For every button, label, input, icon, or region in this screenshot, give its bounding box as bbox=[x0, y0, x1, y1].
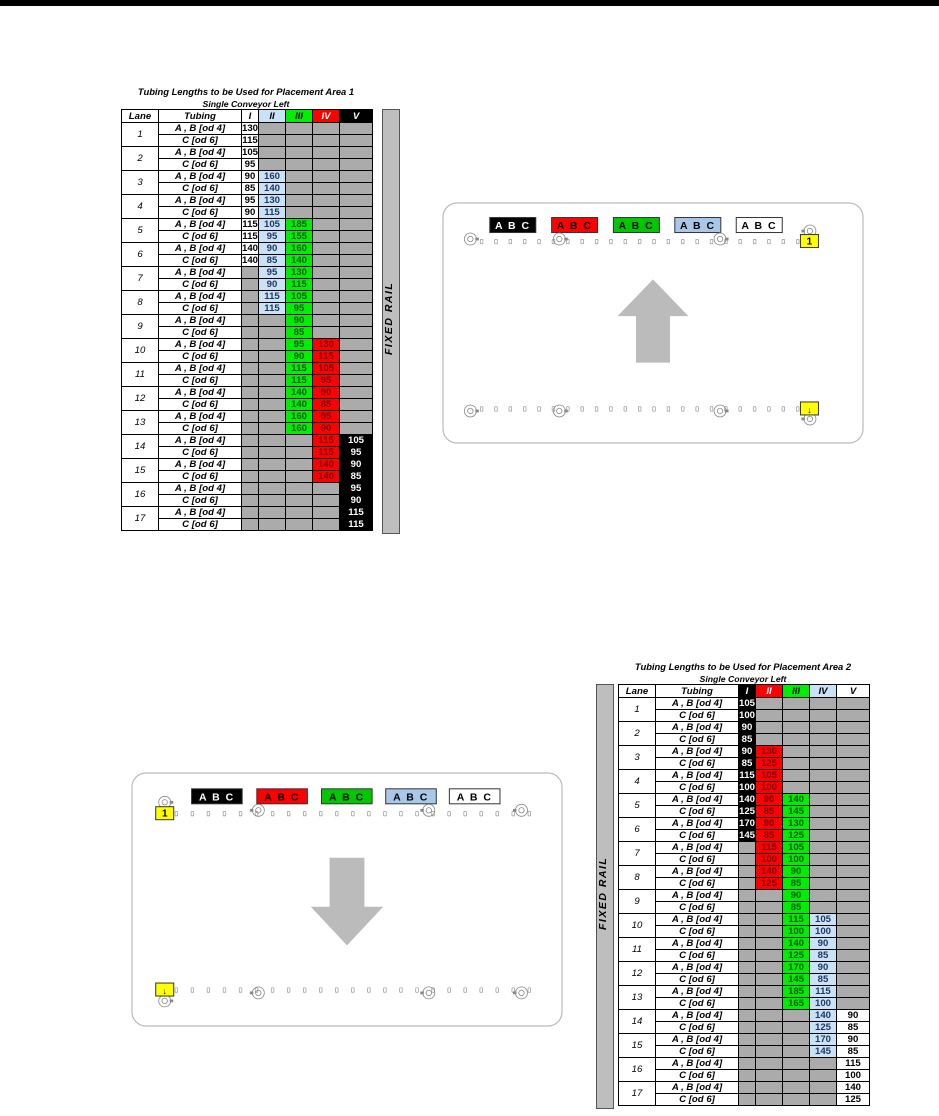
svg-text:1: 1 bbox=[162, 809, 168, 820]
svg-text:A B C: A B C bbox=[264, 791, 300, 803]
svg-text:A B C: A B C bbox=[393, 791, 429, 803]
svg-text:A B C: A B C bbox=[199, 791, 235, 803]
svg-text:A B C: A B C bbox=[495, 220, 531, 232]
svg-text:↓: ↓ bbox=[162, 986, 167, 996]
svg-text:A B C: A B C bbox=[457, 791, 493, 803]
svg-text:A B C: A B C bbox=[741, 220, 777, 232]
svg-text:1: 1 bbox=[807, 237, 813, 248]
svg-text:A B C: A B C bbox=[680, 220, 716, 232]
svg-text:↓: ↓ bbox=[807, 405, 812, 415]
svg-text:A B C: A B C bbox=[619, 220, 655, 232]
svg-text:A B C: A B C bbox=[329, 791, 365, 803]
svg-text:A B C: A B C bbox=[557, 220, 593, 232]
